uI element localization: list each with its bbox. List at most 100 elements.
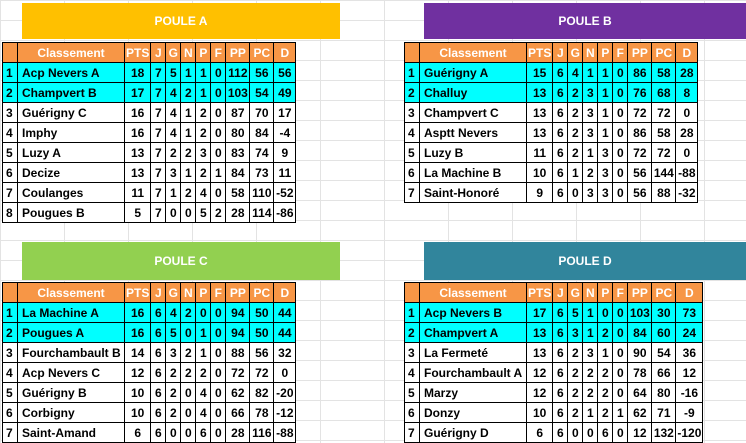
d-cell: 56: [273, 62, 297, 83]
pts-cell: 14: [123, 342, 152, 363]
header-cell: PC: [249, 42, 275, 63]
header-cell: F: [612, 282, 629, 303]
rank-cell: 6: [2, 162, 18, 183]
pts-cell: 5: [123, 202, 152, 223]
pp-cell: 103: [225, 82, 251, 103]
rank-cell: 6: [404, 162, 420, 183]
pp-cell: 80: [225, 122, 251, 143]
p-cell: 1: [597, 122, 614, 143]
g-cell: 3: [165, 162, 182, 183]
table-row: 7 Guérigny D 6 6 0 0 6 0 12 132 -120: [404, 422, 704, 443]
pc-cell: 72: [651, 102, 677, 123]
j-cell: 6: [552, 122, 569, 143]
pc-cell: 68: [651, 82, 677, 103]
header-cell: PP: [627, 282, 653, 303]
pts-cell: 13: [525, 122, 554, 143]
n-cell: 0: [180, 322, 197, 343]
p-cell: 1: [597, 342, 614, 363]
g-cell: 4: [165, 122, 182, 143]
pc-cell: 88: [651, 182, 677, 203]
header-cell: J: [150, 282, 167, 303]
n-cell: 1: [582, 402, 599, 423]
pp-cell: 84: [627, 322, 653, 343]
j-cell: 7: [150, 122, 167, 143]
pc-cell: 60: [651, 322, 677, 343]
header-cell: N: [180, 42, 197, 63]
pp-cell: 78: [627, 362, 653, 383]
team-cell: Champvert A: [419, 322, 527, 343]
header-cell: Classement: [419, 42, 527, 63]
pool-b-title: POULE B: [424, 3, 746, 39]
d-cell: 0: [273, 362, 297, 383]
g-cell: 4: [165, 82, 182, 103]
pts-cell: 16: [123, 302, 152, 323]
g-cell: 2: [567, 342, 584, 363]
table-row: 8 Pougues B 5 7 0 0 5 2 28 114 -86: [2, 202, 297, 223]
pc-cell: 80: [651, 382, 677, 403]
header-cell: F: [612, 42, 629, 63]
f-cell: 0: [612, 102, 629, 123]
pc-cell: 72: [249, 362, 275, 383]
pts-cell: 6: [525, 422, 554, 443]
pp-cell: 62: [627, 402, 653, 423]
header-cell: D: [675, 42, 699, 63]
j-cell: 6: [150, 302, 167, 323]
header-cell: G: [567, 42, 584, 63]
pool-c-title: POULE C: [22, 242, 340, 280]
n-cell: 2: [582, 382, 599, 403]
d-cell: 36: [675, 342, 704, 363]
team-cell: Coulanges: [17, 182, 125, 203]
pc-cell: 70: [249, 102, 275, 123]
pp-cell: 28: [225, 202, 251, 223]
d-cell: 12: [675, 362, 704, 383]
pc-cell: 56: [249, 342, 275, 363]
d-cell: 0: [675, 142, 699, 163]
pool-d-table: Classement PTS J G N P F PP PC D 1 Acp Nevers B 17 6 5…: [404, 282, 704, 443]
pc-cell: 66: [651, 362, 677, 383]
d-cell: -88: [273, 422, 297, 443]
g-cell: 2: [165, 362, 182, 383]
header-cell: PTS: [525, 282, 554, 303]
table-row: 2 Challuy 13 6 2 3 1 0 76 68 8: [404, 82, 699, 103]
p-cell: 1: [195, 342, 212, 363]
d-cell: 9: [273, 142, 297, 163]
p-cell: 2: [195, 102, 212, 123]
table-header-row: Classement PTS J G N P F PP PC D: [2, 42, 297, 63]
pp-cell: 72: [627, 142, 653, 163]
table-row: 3 Champvert C 13 6 2 3 1 0 72 72 0: [404, 102, 699, 123]
rank-cell: 1: [404, 302, 420, 323]
pool-d-title: POULE D: [424, 242, 746, 280]
j-cell: 6: [552, 422, 569, 443]
header-cell: J: [552, 42, 569, 63]
team-cell: Luzy B: [419, 142, 527, 163]
header-blank: [2, 42, 18, 63]
header-cell: G: [165, 282, 182, 303]
rank-cell: 7: [2, 422, 18, 443]
p-cell: 2: [195, 162, 212, 183]
header-cell: Classement: [17, 42, 125, 63]
j-cell: 7: [150, 162, 167, 183]
d-cell: 24: [675, 322, 704, 343]
pc-cell: 110: [249, 182, 275, 203]
team-cell: Acp Nevers A: [17, 62, 125, 83]
table-header-row: Classement PTS J G N P F PP PC D: [404, 42, 699, 63]
rank-cell: 7: [2, 182, 18, 203]
team-cell: Donzy: [419, 402, 527, 423]
j-cell: 6: [150, 322, 167, 343]
pp-cell: 88: [225, 342, 251, 363]
pc-cell: 58: [651, 62, 677, 83]
rank-cell: 2: [2, 82, 18, 103]
j-cell: 6: [150, 342, 167, 363]
n-cell: 1: [180, 62, 197, 83]
d-cell: 8: [675, 82, 699, 103]
header-cell: P: [195, 282, 212, 303]
p-cell: 2: [597, 362, 614, 383]
f-cell: 0: [210, 122, 227, 143]
header-cell: P: [195, 42, 212, 63]
pc-cell: 144: [651, 162, 677, 183]
d-cell: 73: [675, 302, 704, 323]
d-cell: -9: [675, 402, 704, 423]
p-cell: 4: [195, 402, 212, 423]
d-cell: -4: [273, 122, 297, 143]
table-row: 7 Saint-Amand 6 6 0 0 6 0 28 116 -88: [2, 422, 297, 443]
